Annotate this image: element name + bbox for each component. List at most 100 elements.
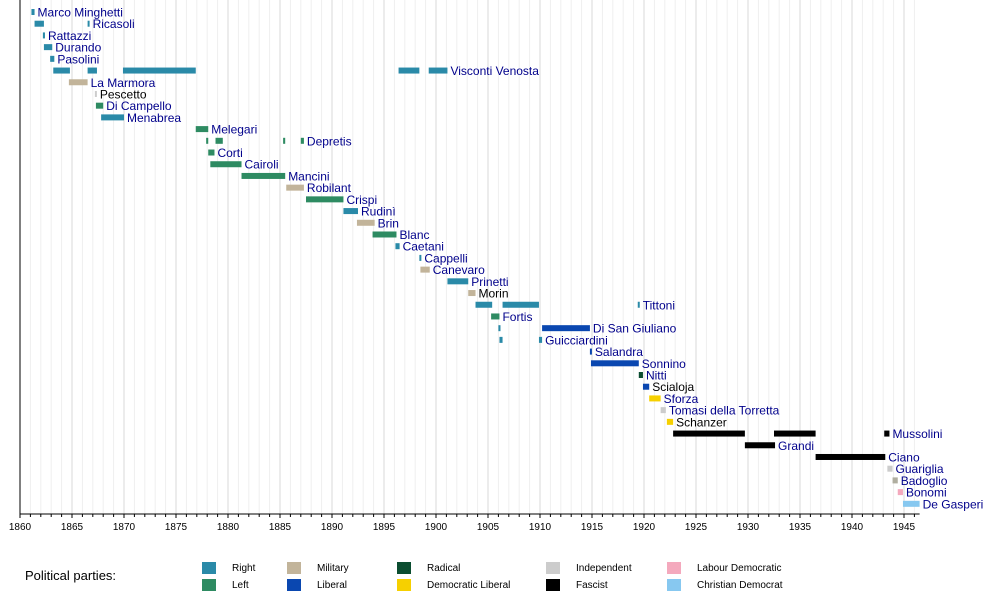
minister-label: Pescetto [100,87,147,101]
term-bar [491,313,500,320]
term-bar [101,114,124,121]
term-bar [356,219,375,226]
legend-swatch [667,579,681,591]
term-bar [34,20,44,27]
minister-label: Di San Giuliano [593,322,677,336]
x-tick-label: 1905 [477,522,500,533]
legend-swatch [667,562,681,574]
legend-swatch [202,562,216,574]
term-bar [241,172,286,179]
minister-label: Ricasoli [93,17,135,31]
term-bar [649,395,661,402]
legend-item: Left [202,579,249,591]
term-bar [673,430,745,437]
grid-lines [29,0,915,514]
term-bar [744,442,776,449]
minister-label: Sonnino [642,357,686,371]
minister-label: Mussolini [892,427,942,441]
minister-label: Ciano [888,450,920,464]
x-tick-label: 1895 [373,522,396,533]
term-bar [660,407,666,414]
x-tick-label: 1860 [9,522,32,533]
legend-label: Labour Democratic [697,562,782,574]
term-bar [343,208,358,215]
term-bar [286,184,304,191]
legend-label: Democratic Liberal [427,579,511,591]
minister-label: Schanzer [676,415,727,429]
term-bar [300,137,304,144]
term-bar [502,301,539,308]
minister-label: Canevaro [433,263,485,277]
term-bar [642,383,650,390]
minister-label: Rattazzi [48,29,91,43]
x-tick-label: 1935 [789,522,812,533]
term-bar [542,325,590,332]
legend-label: Radical [427,562,461,574]
term-bar [590,360,639,367]
term-bar [892,477,898,484]
minister-label: Marco Minghetti [38,6,123,20]
x-tick-label: 1915 [581,522,604,533]
term-bar [395,243,400,250]
term-bar [208,149,215,156]
legend-swatch [202,579,216,591]
legend-swatch [397,562,411,574]
x-tick-label: 1930 [737,522,760,533]
term-bar [306,196,344,203]
term-bar [210,161,242,168]
minister-label: Prinetti [471,275,508,289]
term-bar [372,231,397,238]
minister-label: Robilant [307,181,352,195]
minister-label: Morin [479,287,509,301]
term-bar [499,336,503,343]
term-bar [538,336,543,343]
term-bar [398,67,420,74]
term-bar [774,430,816,437]
x-tick-label: 1945 [893,522,916,533]
term-bar [42,32,45,39]
minister-label: Crispi [346,193,377,207]
legend-swatch [287,579,301,591]
term-bar [887,465,893,472]
term-bar [87,20,90,27]
legend-label: Right [232,562,256,574]
term-bar [43,44,53,51]
legend-item: Liberal [287,579,347,591]
minister-label: Cappelli [424,251,467,265]
x-tick-label: 1920 [633,522,656,533]
term-bar [94,90,97,97]
x-tick-label: 1890 [321,522,344,533]
legend-item: Fascist [546,579,608,591]
minister-label: Pasolini [57,52,99,66]
minister-label: La Marmora [91,76,156,90]
minister-label: Depretis [307,134,352,148]
legend-label: Military [317,562,349,574]
legend-item: Christian Democrat [667,579,783,591]
term-bar [637,301,640,308]
minister-label: Di Campello [106,99,172,113]
term-bar [53,67,70,74]
term-bar [815,453,886,460]
term-bar [215,137,223,144]
minister-label: Corti [217,146,242,160]
legend-swatch [546,579,560,591]
term-bar [589,348,592,355]
x-tick-label: 1925 [685,522,708,533]
term-bar [419,254,422,261]
term-bar [897,489,903,496]
minister-label: Brin [378,216,399,230]
term-bar [666,418,674,425]
term-bar [420,266,430,273]
term-bars [31,9,920,507]
legend-label: Fascist [576,579,608,591]
x-tick-label: 1875 [165,522,188,533]
term-bar [428,67,448,74]
minister-label: Tomasi della Torretta [669,404,780,418]
term-bar [884,430,890,437]
minister-label: Mancini [288,169,329,183]
term-bar [68,79,88,86]
minister-label: Cairoli [245,158,279,172]
term-bar [468,290,476,297]
minister-label: De Gasperi [923,497,984,511]
term-bar [283,137,286,144]
